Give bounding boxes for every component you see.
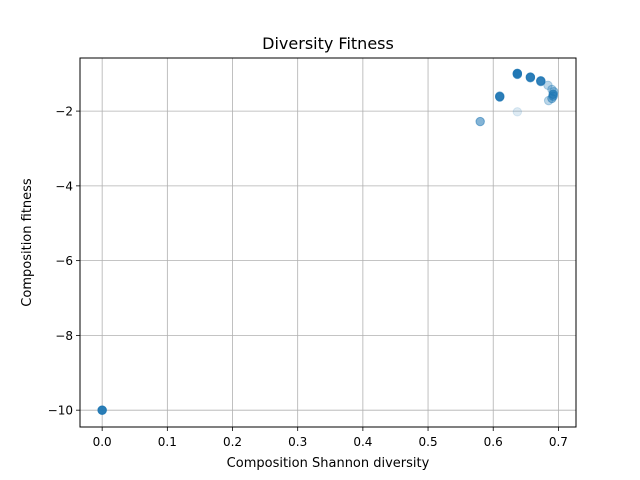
y-tick-label: −6	[55, 254, 73, 268]
x-tick-label: 0.7	[549, 435, 568, 449]
scatter-point	[512, 69, 523, 80]
y-axis-label: Composition fitness	[20, 178, 35, 307]
y-tick-label: −4	[55, 179, 73, 193]
x-tick-label: 0.1	[158, 435, 177, 449]
scatter-point	[536, 76, 546, 87]
scatter-point	[512, 107, 523, 117]
scatter-point	[475, 116, 485, 127]
axis-ticks: 0.0 0.1 0.2 0.3 0.4 0.5 0.6 0.7 −2 −4 −6 −8 −10	[48, 105, 568, 449]
plot-area	[79, 57, 577, 428]
scatter-point	[549, 86, 559, 97]
scatter-point	[97, 405, 107, 415]
scatter-point	[548, 91, 558, 101]
x-tick-label: 0.5	[419, 435, 438, 449]
x-tick-label: 0.3	[288, 435, 307, 449]
chart-title: Diversity Fitness	[262, 34, 394, 53]
x-tick-label: 0.6	[484, 435, 503, 449]
x-tick-label: 0.2	[223, 435, 242, 449]
x-tick-label: 0.0	[93, 435, 112, 449]
scatter-point	[525, 73, 536, 83]
x-tick-label: 0.4	[353, 435, 372, 449]
data-points	[97, 68, 559, 415]
y-tick-label: −2	[55, 105, 73, 119]
scatter-point	[495, 91, 505, 101]
y-tick-label: −8	[55, 329, 73, 343]
grid	[80, 58, 576, 427]
y-tick-label: −10	[48, 404, 73, 418]
scatter-point	[543, 80, 553, 90]
x-axis-label: Composition Shannon diversity	[227, 456, 430, 471]
